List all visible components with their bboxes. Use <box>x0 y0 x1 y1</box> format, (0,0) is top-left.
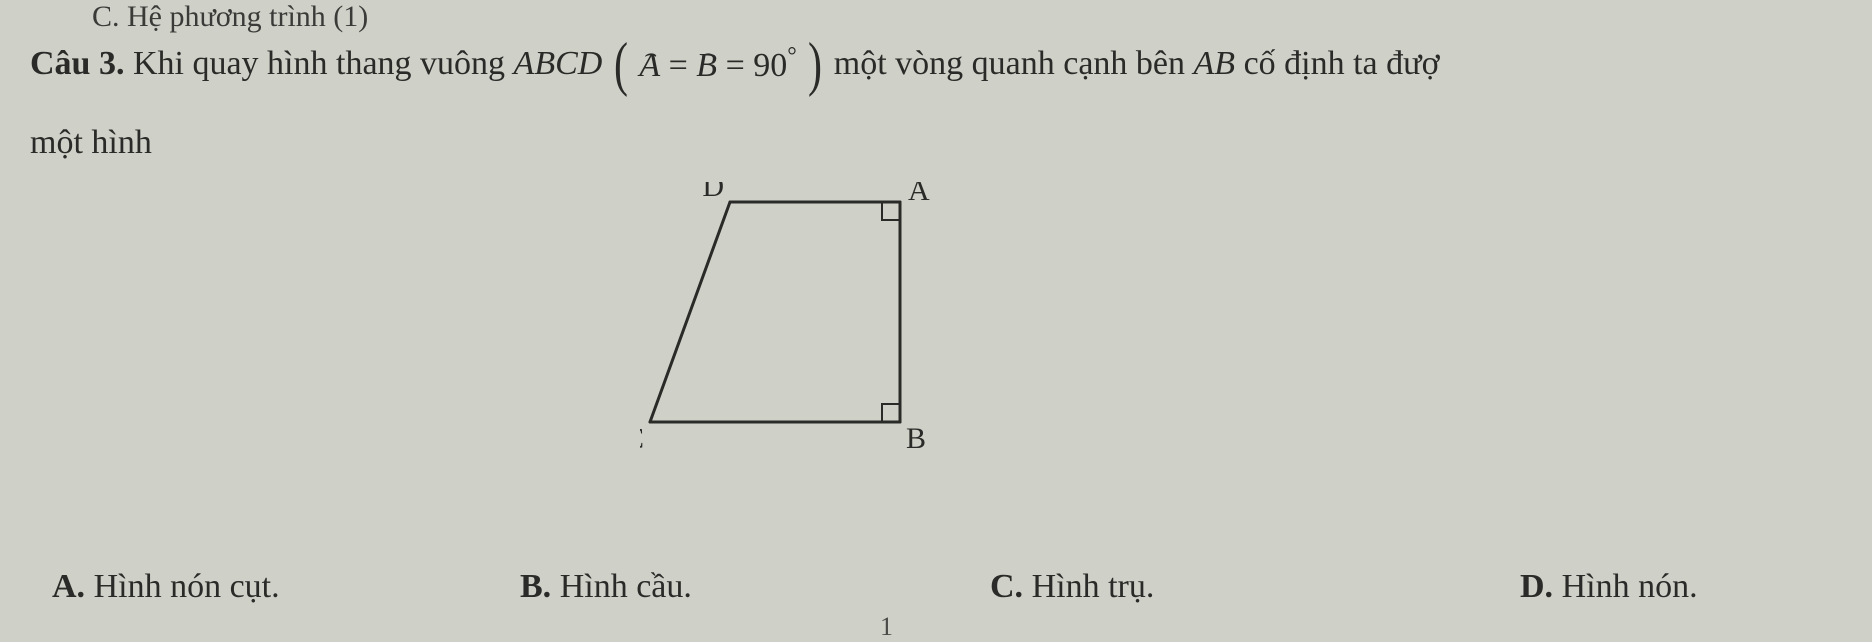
angle-expression: ( ⌢ A = ⌢ B = 90° ) <box>611 38 825 94</box>
option-d-text: Hình nón. <box>1553 568 1698 605</box>
option-a-text: Hình nón cụt. <box>85 568 280 605</box>
option-c-label: C. <box>990 568 1023 605</box>
right-paren-icon: ) <box>808 36 822 92</box>
svg-text:C: C <box>640 422 644 455</box>
page: C. Hệ phương trình (1) Câu 3. Khi quay h… <box>0 0 1872 629</box>
option-b: B. Hình cầu. <box>520 568 692 606</box>
ab: AB <box>1194 45 1236 82</box>
eq1: = <box>669 47 697 84</box>
svg-text:D: D <box>702 182 724 203</box>
hat-icon: ⌢ <box>639 26 660 82</box>
eq2: = 90 <box>726 47 788 84</box>
left-paren-icon: ( <box>614 36 628 92</box>
degree-symbol: ° <box>787 44 797 70</box>
trapezoid-svg: D A B C <box>640 182 970 482</box>
option-d: D. Hình nón. <box>1520 568 1698 606</box>
footer-number: 1 <box>880 612 893 642</box>
option-b-label: B. <box>520 568 551 605</box>
question-label: Câu 3. <box>30 45 124 82</box>
question-suffix: một vòng quanh cạnh bên <box>834 45 1194 82</box>
partial-option-c: C. Hệ phương trình (1) <box>92 0 368 34</box>
option-c-text: Hình trụ. <box>1023 568 1154 605</box>
option-b-text: Hình cầu. <box>551 568 692 605</box>
svg-text:A: A <box>908 182 930 207</box>
option-c: C. Hình trụ. <box>990 568 1154 606</box>
angle-A: ⌢ A <box>639 38 660 94</box>
abcd: ABCD <box>514 45 603 82</box>
option-d-label: D. <box>1520 568 1553 605</box>
option-a-label: A. <box>52 568 85 605</box>
question-prefix: Khi quay hình thang vuông <box>133 45 514 82</box>
question-line-2: một hình <box>30 124 152 162</box>
question-tail: cố định ta đượ <box>1244 45 1440 82</box>
trapezoid-figure: D A B C <box>640 182 970 482</box>
option-a: A. Hình nón cụt. <box>52 568 280 606</box>
hat-icon: ⌢ <box>696 26 717 82</box>
svg-text:B: B <box>906 422 926 455</box>
question-line-1: Câu 3. Khi quay hình thang vuông ABCD ( … <box>30 38 1440 94</box>
angle-B: ⌢ B <box>696 38 717 94</box>
